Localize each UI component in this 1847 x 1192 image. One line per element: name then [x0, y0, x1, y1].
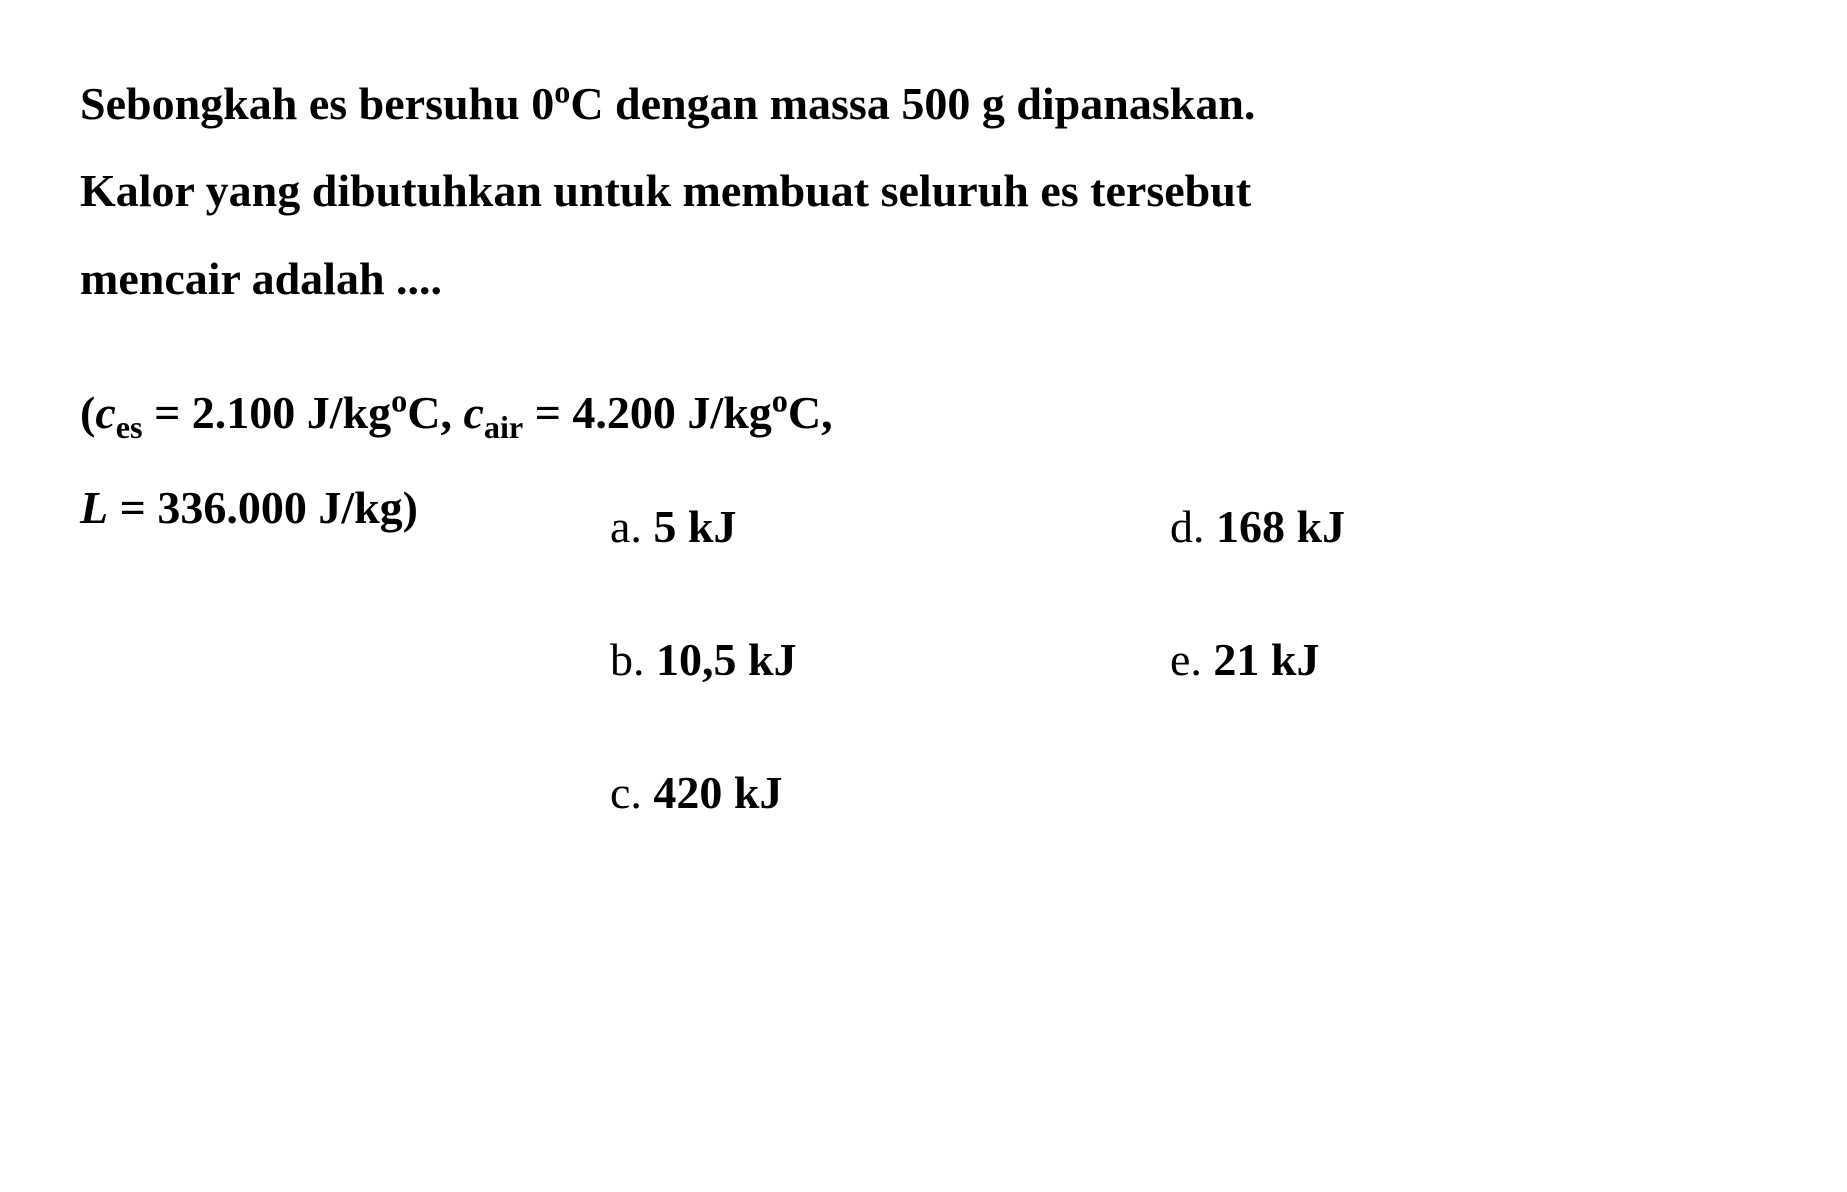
option-d: d. 168 kJ — [1110, 500, 1345, 553]
option-b: b. 10,5 kJ — [430, 633, 1110, 686]
option-a: a. 5 kJ — [430, 500, 1110, 553]
given-line2: L = 336.000 J/kg) — [80, 467, 418, 550]
question-line2: Kalor yang dibutuhkan untuk membuat selu… — [80, 147, 1767, 234]
option-e: e. 21 kJ — [1110, 633, 1320, 686]
question-line1: Sebongkah es bersuhu 0oC dengan massa 50… — [80, 60, 1767, 147]
given-line1: (ces = 2.100 J/kgoC, cair = 4.200 J/kgoC… — [80, 372, 1767, 457]
option-c: c. 420 kJ — [430, 766, 1110, 819]
question-text: Sebongkah es bersuhu 0oC dengan massa 50… — [80, 60, 1767, 322]
question-line3: mencair adalah .... — [80, 235, 1767, 322]
